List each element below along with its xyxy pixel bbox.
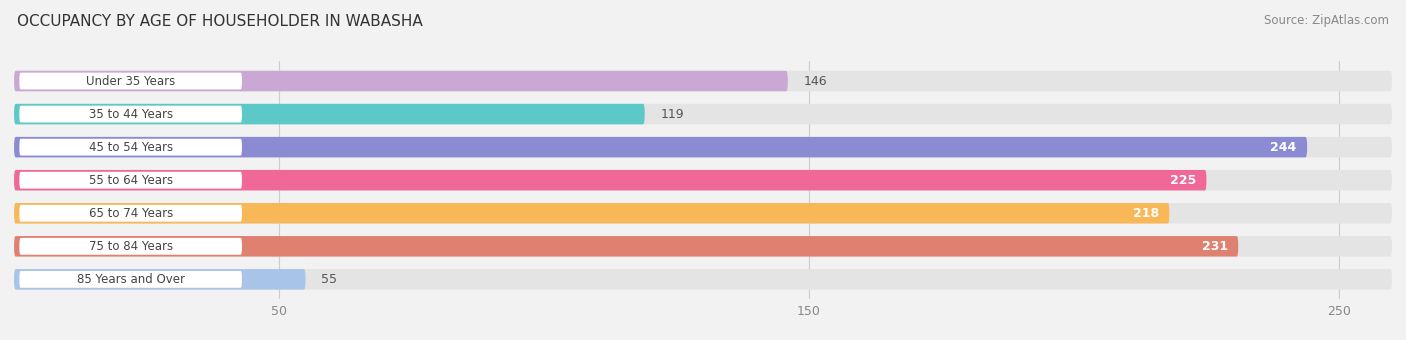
FancyBboxPatch shape [20, 205, 242, 222]
Text: 35 to 44 Years: 35 to 44 Years [89, 107, 173, 121]
FancyBboxPatch shape [14, 104, 645, 124]
FancyBboxPatch shape [20, 238, 242, 255]
Text: 85 Years and Over: 85 Years and Over [77, 273, 184, 286]
FancyBboxPatch shape [14, 236, 1239, 257]
FancyBboxPatch shape [14, 269, 1392, 290]
FancyBboxPatch shape [14, 71, 1392, 91]
FancyBboxPatch shape [20, 139, 242, 155]
FancyBboxPatch shape [14, 170, 1392, 190]
FancyBboxPatch shape [20, 73, 242, 89]
Text: 75 to 84 Years: 75 to 84 Years [89, 240, 173, 253]
Text: 55 to 64 Years: 55 to 64 Years [89, 174, 173, 187]
FancyBboxPatch shape [14, 170, 1206, 190]
FancyBboxPatch shape [14, 104, 1392, 124]
Text: 218: 218 [1133, 207, 1159, 220]
FancyBboxPatch shape [20, 106, 242, 122]
Text: 65 to 74 Years: 65 to 74 Years [89, 207, 173, 220]
FancyBboxPatch shape [14, 203, 1170, 223]
FancyBboxPatch shape [14, 203, 1392, 223]
FancyBboxPatch shape [14, 269, 305, 290]
Text: 45 to 54 Years: 45 to 54 Years [89, 141, 173, 154]
FancyBboxPatch shape [20, 172, 242, 189]
Text: 119: 119 [661, 107, 685, 121]
Text: 225: 225 [1170, 174, 1197, 187]
Text: OCCUPANCY BY AGE OF HOUSEHOLDER IN WABASHA: OCCUPANCY BY AGE OF HOUSEHOLDER IN WABAS… [17, 14, 423, 29]
FancyBboxPatch shape [14, 236, 1392, 257]
FancyBboxPatch shape [20, 271, 242, 288]
Text: 244: 244 [1270, 141, 1296, 154]
FancyBboxPatch shape [14, 71, 787, 91]
FancyBboxPatch shape [14, 137, 1392, 157]
Text: 146: 146 [804, 74, 827, 87]
Text: Under 35 Years: Under 35 Years [86, 74, 176, 87]
Text: Source: ZipAtlas.com: Source: ZipAtlas.com [1264, 14, 1389, 27]
FancyBboxPatch shape [14, 137, 1308, 157]
Text: 231: 231 [1202, 240, 1227, 253]
Text: 55: 55 [322, 273, 337, 286]
